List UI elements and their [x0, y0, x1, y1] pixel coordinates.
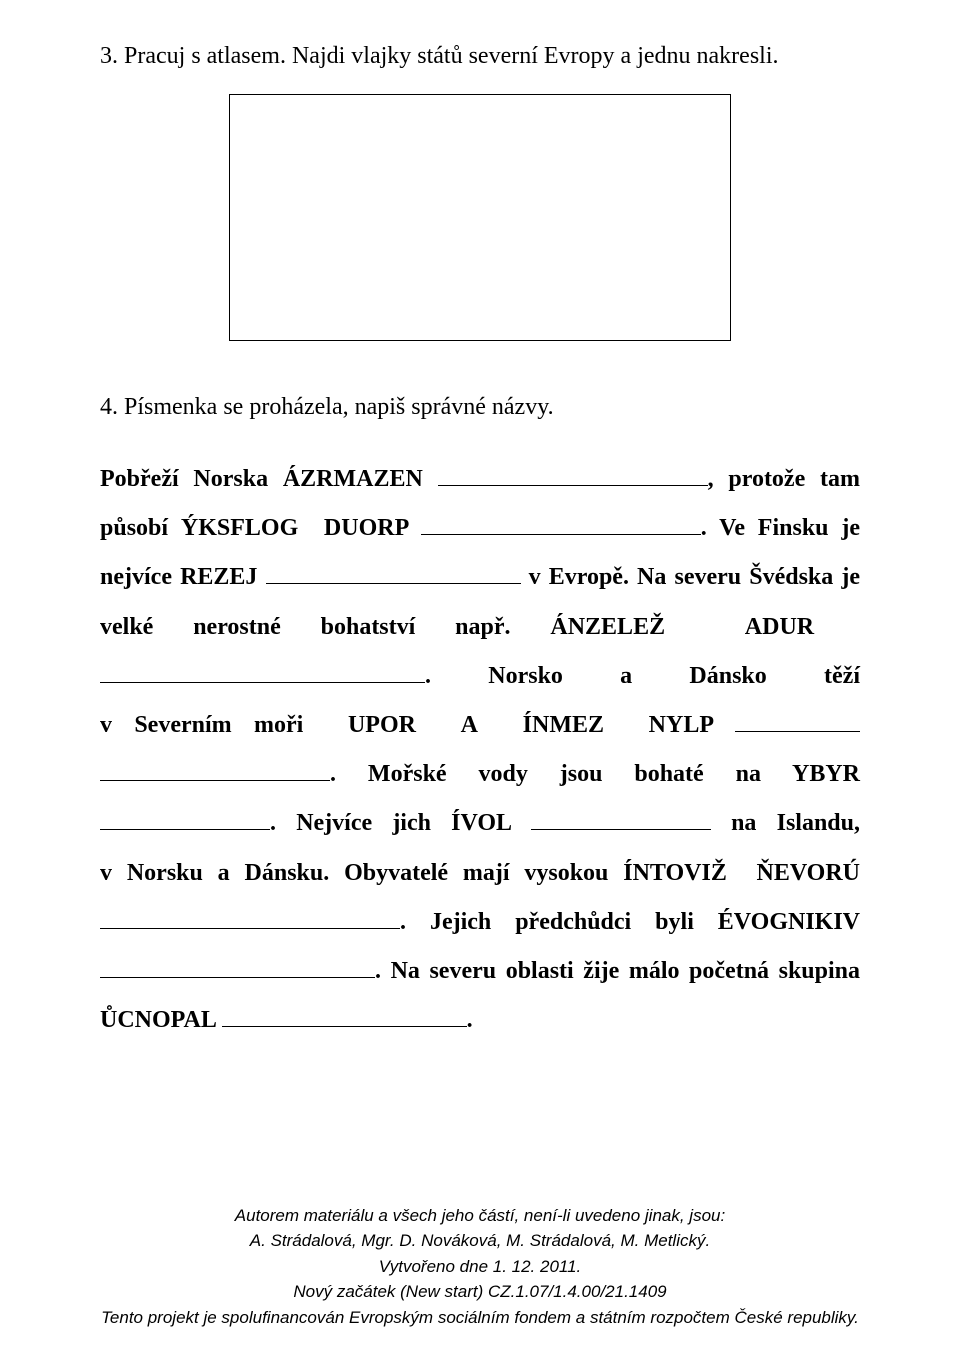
text-segment: . [467, 1007, 473, 1033]
text-segment: . Na severu [375, 958, 496, 984]
blank-ybyr[interactable] [100, 805, 270, 830]
question-3: 3. Pracuj s atlasem. Najdi vlajky států … [100, 38, 860, 74]
fill-in-text: Pobřeží Norska ÁZRMAZEN , protože tam pů… [100, 455, 860, 1045]
blank-evognikiv[interactable] [100, 953, 375, 978]
text-segment: nerostné bohatství např. ÁNZELEŽ ADUR [193, 614, 860, 640]
text-segment: REZEJ [180, 564, 265, 590]
blank-azrmazen[interactable] [438, 461, 708, 486]
blank-intoviz-nevoru[interactable] [100, 904, 400, 929]
blank-ucnopal[interactable] [222, 1002, 467, 1027]
footer-line-3: Vytvořeno dne 1. 12. 2011. [100, 1254, 860, 1280]
blank-yskflog-duorp[interactable] [421, 510, 701, 535]
text-segment: Obyvatelé mají vysokou ÍNTOVIŽ ŇEVORÚ [344, 860, 860, 886]
footer-line-4: Nový začátek (New start) CZ.1.07/1.4.00/… [100, 1279, 860, 1305]
footer-line-5: Tento projekt je spolufinancován Evropsk… [100, 1305, 860, 1331]
blank-rezej[interactable] [266, 559, 521, 584]
text-segment: Nejvíce jich ÍVOL [296, 810, 531, 836]
blank-upor-part2[interactable] [100, 756, 330, 781]
blank-ivol[interactable] [531, 805, 711, 830]
text-segment: . [400, 909, 406, 935]
worksheet-page: 3. Pracuj s atlasem. Najdi vlajky států … [0, 0, 960, 1360]
question-4: 4. Písmenka se proházela, napiš správné … [100, 389, 860, 425]
text-segment: . [270, 810, 276, 836]
text-segment: Jejich předchůdci byli ÉVOGNIKIV [430, 909, 860, 935]
blank-upor-part1[interactable] [735, 707, 860, 732]
drawing-box [229, 94, 731, 341]
text-segment: . [425, 663, 431, 689]
text-segment: . Mořské vody jsou bohaté na YBYR [330, 761, 860, 787]
text-segment: ÝKSFLOG DUORP [181, 515, 421, 541]
footer-line-2: A. Strádalová, Mgr. D. Nováková, M. Strá… [100, 1228, 860, 1254]
footer-line-1: Autorem materiálu a všech jeho částí, ne… [100, 1203, 860, 1229]
blank-anzelez-adur[interactable] [100, 658, 425, 683]
footer: Autorem materiálu a všech jeho částí, ne… [100, 1203, 860, 1331]
text-segment: Pobřeží Norska ÁZRMAZEN [100, 466, 438, 492]
